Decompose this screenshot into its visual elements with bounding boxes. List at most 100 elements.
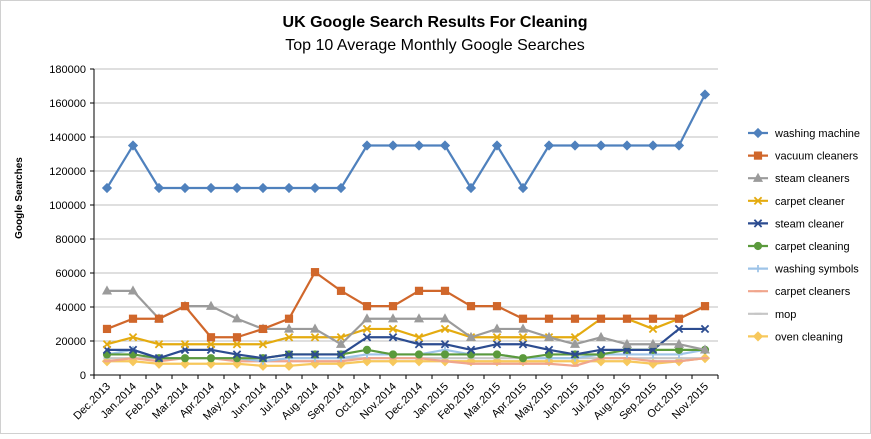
legend-item-steam-cleaner: steam cleaner <box>748 218 844 230</box>
legend-item-mop: mop <box>748 309 796 321</box>
data-point-vacuum-cleaners <box>258 324 268 334</box>
data-point-carpet-cleaner <box>440 324 450 334</box>
data-point-vacuum-cleaners <box>622 314 632 323</box>
data-point-vacuum-cleaners <box>466 302 476 311</box>
legend-item-steam-cleaners: steam cleaners <box>748 172 850 185</box>
legend-item-washing-symbols: washing symbols <box>748 264 859 276</box>
legend-marker <box>752 127 764 139</box>
data-point-washing-machine <box>569 140 581 151</box>
data-point-carpet-cleaner <box>232 339 242 349</box>
y-tick-label: 140000 <box>49 132 86 144</box>
data-point-vacuum-cleaners <box>388 302 398 311</box>
data-point-vacuum-cleaners <box>362 302 372 311</box>
data-point-washing-machine <box>257 182 269 194</box>
data-point-carpet-cleaner <box>128 333 138 342</box>
data-point-steam-cleaners <box>491 323 503 333</box>
legend-label: oven cleaning <box>775 331 843 343</box>
legend-label: washing symbols <box>774 264 859 276</box>
data-point-steam-cleaner <box>154 353 164 363</box>
data-point-steam-cleaners <box>647 338 659 348</box>
data-point-washing-machine <box>231 182 243 194</box>
series-line-steam-cleaners <box>107 289 706 351</box>
data-point-steam-cleaners <box>413 313 425 323</box>
data-point-carpet-cleaning <box>206 354 216 363</box>
legend-item-washing-machine: washing machine <box>748 127 860 140</box>
y-tick-label: 100000 <box>49 200 86 212</box>
data-point-washing-machine <box>127 140 139 151</box>
data-point-steam-cleaner <box>336 350 346 359</box>
data-point-vacuum-cleaners <box>128 314 138 323</box>
data-point-vacuum-cleaners <box>544 314 554 323</box>
data-point-vacuum-cleaners <box>596 314 606 323</box>
data-point-carpet-cleaner <box>284 333 294 342</box>
data-point-vacuum-cleaners <box>336 286 346 295</box>
data-point-washing-machine <box>543 140 555 151</box>
y-tick-label: 160000 <box>49 98 86 110</box>
data-point-carpet-cleaning <box>440 350 450 359</box>
data-point-steam-cleaners <box>517 323 529 333</box>
data-point-steam-cleaner <box>128 345 138 355</box>
data-point-carpet-cleaner <box>492 333 502 342</box>
data-point-washing-machine <box>621 140 633 151</box>
data-point-steam-cleaners <box>543 331 555 341</box>
data-point-oven-cleaning <box>387 356 399 367</box>
legend-marker <box>752 172 764 182</box>
data-point-steam-cleaner <box>284 350 294 359</box>
data-point-carpet-cleaner <box>206 339 216 349</box>
data-point-steam-cleaners <box>335 338 347 348</box>
legend-item-carpet-cleaners: carpet cleaners <box>748 286 851 298</box>
data-point-vacuum-cleaners <box>180 302 190 311</box>
data-point-steam-cleaners <box>101 285 113 295</box>
data-point-steam-cleaners <box>569 338 581 348</box>
data-point-carpet-cleaner <box>154 339 164 349</box>
data-point-washing-machine <box>153 182 165 194</box>
data-point-carpet-cleaning <box>414 350 424 359</box>
data-point-vacuum-cleaners <box>310 268 320 277</box>
legend-marker <box>753 151 763 160</box>
y-tick-label: 80000 <box>55 234 86 246</box>
data-point-vacuum-cleaners <box>492 302 502 311</box>
data-point-carpet-cleaning <box>518 354 528 363</box>
legend-label: carpet cleaning <box>775 241 850 253</box>
legend-label: steam cleaners <box>775 173 850 185</box>
series-line-vacuum-cleaners <box>106 271 706 339</box>
data-point-vacuum-cleaners <box>206 333 216 342</box>
data-point-carpet-cleaner <box>180 339 190 349</box>
data-point-steam-cleaner <box>570 350 580 359</box>
legend-marker <box>753 196 763 206</box>
chart-title: UK Google Search Results For Cleaning <box>283 14 588 31</box>
legend-marker <box>752 331 764 342</box>
data-point-steam-cleaners <box>439 313 451 323</box>
series-steam-cleaners <box>101 285 711 354</box>
series-group <box>101 89 711 371</box>
data-point-washing-machine <box>465 182 477 194</box>
data-point-washing-machine <box>517 182 529 194</box>
data-point-steam-cleaner <box>674 324 684 334</box>
data-point-vacuum-cleaners <box>102 324 112 334</box>
data-point-steam-cleaners <box>673 338 685 348</box>
data-point-vacuum-cleaners <box>414 286 424 295</box>
series-line-carpet-cleaning <box>107 348 705 360</box>
data-point-steam-cleaners <box>595 331 607 341</box>
data-point-washing-machine <box>335 182 347 194</box>
data-point-carpet-cleaner <box>648 324 658 334</box>
y-tick-label: 60000 <box>55 268 86 280</box>
legend-item-carpet-cleaning: carpet cleaning <box>748 241 850 253</box>
data-point-carpet-cleaning <box>388 350 398 359</box>
legend-label: carpet cleaners <box>775 286 851 298</box>
data-point-washing-machine <box>491 140 503 151</box>
data-point-vacuum-cleaners <box>440 286 450 295</box>
data-point-vacuum-cleaners <box>648 314 658 323</box>
data-point-carpet-cleaner <box>362 324 372 334</box>
legend-item-vacuum-cleaners: vacuum cleaners <box>748 151 859 163</box>
data-point-carpet-cleaner <box>258 339 268 349</box>
data-point-washing-machine <box>439 140 451 151</box>
data-point-vacuum-cleaners <box>154 314 164 323</box>
data-point-washing-machine <box>673 140 685 151</box>
data-point-vacuum-cleaners <box>674 314 684 323</box>
data-point-washing-machine <box>101 182 113 194</box>
legend-label: carpet cleaner <box>775 196 845 208</box>
data-point-steam-cleaner <box>414 339 424 349</box>
